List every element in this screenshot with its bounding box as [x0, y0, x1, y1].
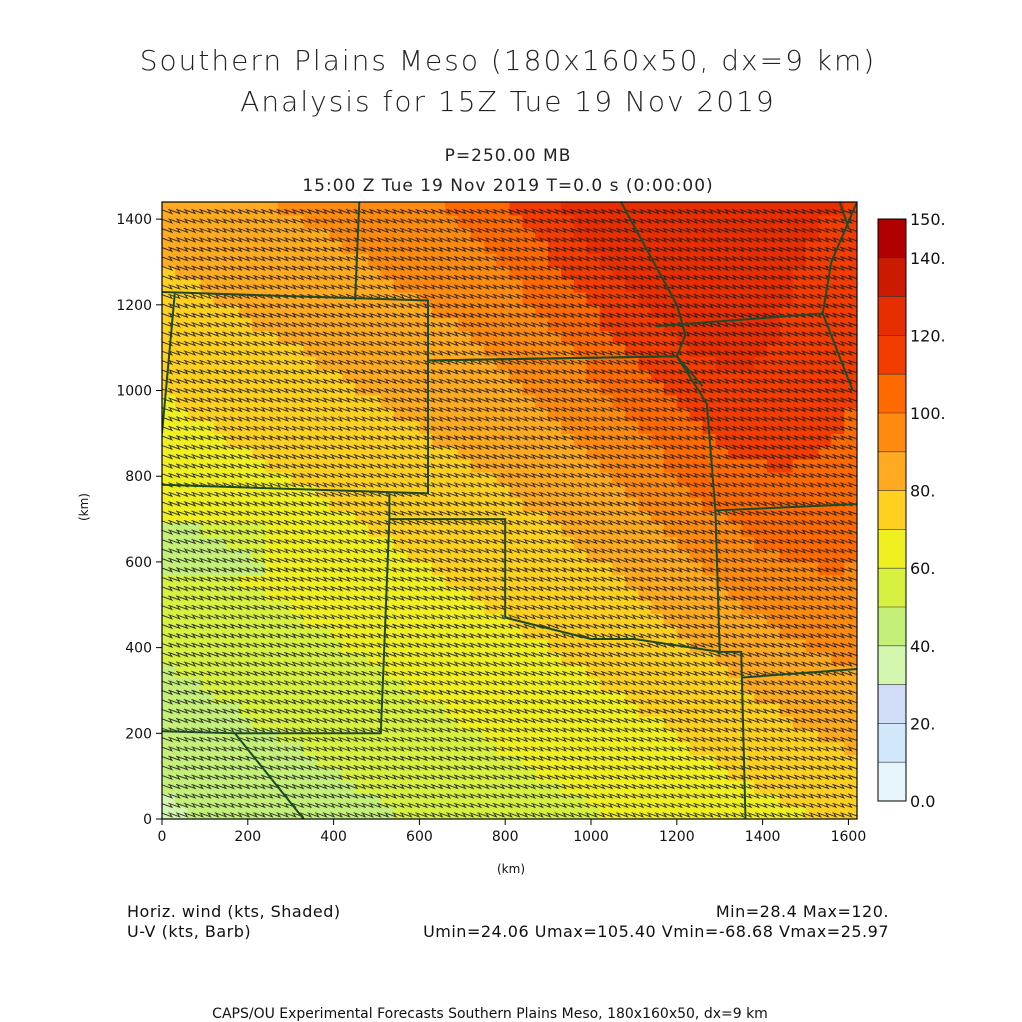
colorbar-segment: [878, 529, 906, 569]
pressure-level: P=250.00 MB: [444, 146, 572, 166]
x-tick-label: 1400: [745, 829, 781, 845]
colorbar: 150. 140. 120. 100. 80. 60. 40. 20. 0.0: [877, 210, 946, 811]
state-border-10: [741, 668, 857, 679]
colorbar-segment: [878, 645, 906, 686]
title-line-2: Analysis for 15Z Tue 19 Nov 2019: [240, 85, 776, 118]
y-tick-label: 1200: [116, 298, 152, 314]
x-axis-label: (km): [497, 862, 526, 876]
uv-extremes: Umin=24.06 Umax=105.40 Vmin=-68.68 Vmax=…: [423, 922, 889, 941]
colorbar-label: 100.: [910, 404, 946, 423]
colorbar-segment: [878, 296, 906, 336]
y-tick-label: 1400: [116, 212, 152, 228]
state-border-5: [714, 510, 747, 819]
state-border-3: [427, 355, 677, 362]
colorbar-label: 40.: [910, 637, 935, 656]
x-tick-label: 400: [320, 829, 347, 845]
colorbar-label: 140.: [910, 249, 946, 268]
state-border-14: [821, 202, 857, 314]
state-border-2: [162, 300, 429, 495]
x-tick-label: 600: [406, 829, 433, 845]
colorbar-label: 60.: [910, 559, 935, 578]
colorbar-segment: [878, 607, 906, 647]
state-border-11: [162, 291, 176, 434]
wind-barbs: [162, 208, 857, 818]
y-tick-label: 0: [143, 812, 152, 828]
y-axis-ticks: 0 200 400 600 800 1000 1200 1400: [116, 212, 162, 828]
min-max-values: Min=28.4 Max=120.: [715, 902, 889, 921]
footer-credit: CAPS/OU Experimental Forecasts Southern …: [212, 1006, 768, 1022]
colorbar-label: 20.: [910, 714, 935, 733]
state-border-4: [675, 355, 857, 512]
colorbar-segment: [878, 568, 906, 608]
state-borders: [162, 202, 857, 819]
state-border-9: [162, 730, 305, 819]
colorbar-segment: [878, 413, 906, 453]
state-border-15: [838, 202, 850, 229]
x-axis-ticks: 0 200 400 600 800 1000 1200 1400 1600: [158, 819, 867, 845]
colorbar-label: 150.: [910, 210, 946, 229]
state-border-1: [354, 202, 361, 301]
valid-time: 15:00 Z Tue 19 Nov 2019 T=0.0 s (0:00:00…: [302, 176, 714, 196]
state-border-7: [389, 518, 720, 653]
title-line-1: Southern Plains Meso (180x160x50, dx=9 k…: [139, 44, 877, 77]
x-tick-label: 1000: [573, 829, 609, 845]
x-tick-label: 1200: [659, 829, 695, 845]
colorbar-label: 80.: [910, 482, 935, 501]
colorbar-segment: [878, 257, 906, 298]
colorbar-segment: [878, 451, 906, 492]
field-name-shaded: Horiz. wind (kts, Shaded): [127, 902, 341, 921]
colorbar-segment: [878, 374, 906, 414]
colorbar-segment: [878, 490, 906, 530]
colorbar-segment: [878, 335, 906, 375]
field-name-barb: U-V (kts, Barb): [127, 922, 252, 941]
colorbar-label: 0.0: [910, 792, 935, 811]
x-tick-label: 0: [158, 829, 167, 845]
colorbar-segment: [878, 762, 906, 802]
state-border-8: [234, 519, 391, 735]
y-axis-label: (km): [77, 492, 92, 522]
colorbar-segment: [878, 684, 906, 724]
plot-frame: [161, 201, 858, 820]
y-tick-label: 800: [125, 469, 152, 485]
x-tick-label: 200: [234, 829, 261, 845]
y-tick-label: 600: [125, 555, 152, 571]
colorbar-segment: [878, 219, 906, 259]
x-tick-label: 800: [492, 829, 519, 845]
x-tick-label: 1600: [831, 829, 867, 845]
y-tick-label: 400: [125, 641, 152, 657]
colorbar-segment: [878, 723, 906, 763]
y-tick-label: 1000: [116, 384, 152, 400]
state-border-12: [620, 202, 687, 357]
y-tick-label: 200: [125, 726, 152, 742]
colorbar-label: 120.: [910, 326, 946, 345]
